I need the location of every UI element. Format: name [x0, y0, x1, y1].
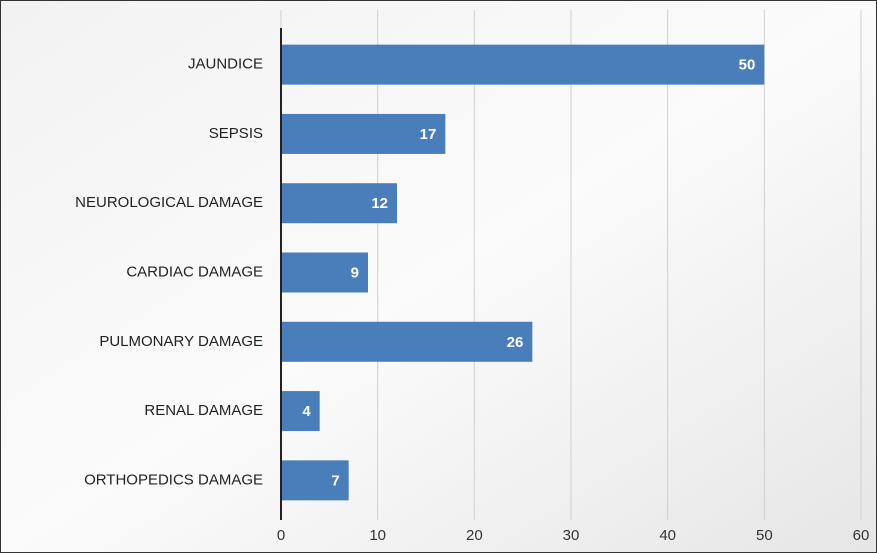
x-tick-label: 0 [277, 527, 285, 544]
x-tick-label: 10 [369, 527, 386, 544]
bar [281, 460, 349, 501]
data-label: 7 [331, 472, 339, 489]
data-label: 26 [507, 334, 524, 351]
y-tick-label: PULMONARY DAMAGE [99, 333, 263, 350]
bar [281, 321, 533, 362]
y-tick-label: NEUROLOGICAL DAMAGE [75, 194, 263, 211]
bar [281, 183, 397, 224]
x-tick-label: 30 [563, 527, 580, 544]
bar [281, 391, 320, 432]
data-label: 9 [351, 264, 359, 281]
y-tick-label: SEPSIS [209, 125, 263, 142]
y-tick-label: JAUNDICE [188, 56, 263, 73]
data-label: 4 [302, 403, 311, 420]
x-tick-label: 40 [659, 527, 676, 544]
bar [281, 44, 765, 85]
bar [281, 113, 446, 154]
data-label: 12 [371, 195, 388, 212]
x-tick-label: 50 [756, 527, 773, 544]
bar [281, 252, 368, 293]
data-label: 17 [420, 126, 437, 143]
y-tick-label: CARDIAC DAMAGE [126, 263, 263, 280]
x-tick-label: 60 [853, 527, 870, 544]
data-label: 50 [739, 57, 756, 74]
x-tick-label: 20 [466, 527, 483, 544]
y-tick-label: RENAL DAMAGE [144, 402, 263, 419]
y-tick-label: ORTHOPEDICS DAMAGE [84, 471, 263, 488]
